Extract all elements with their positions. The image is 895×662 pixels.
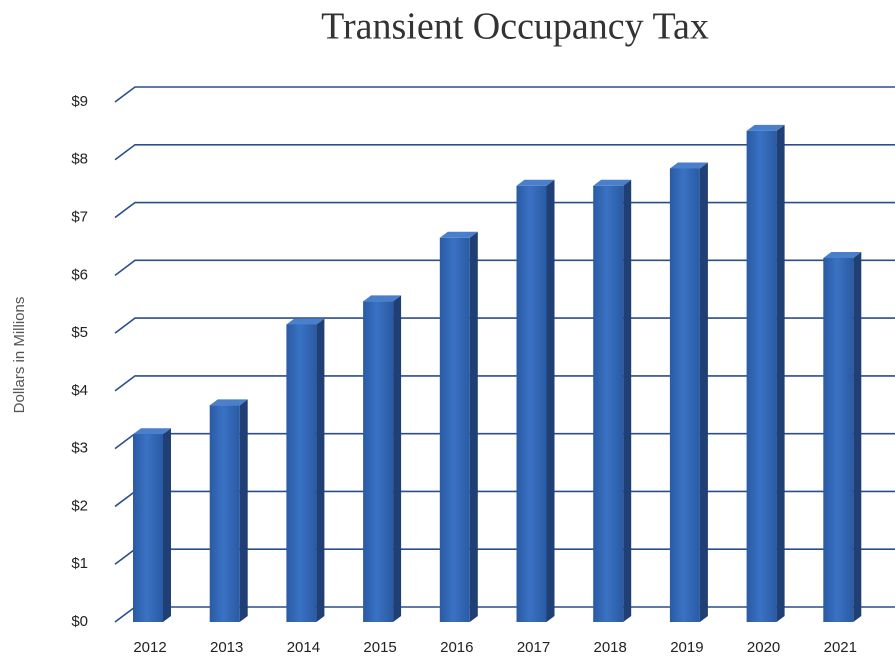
bar-side — [776, 124, 785, 622]
bar-top — [439, 231, 478, 238]
y-tick-label: $4 — [71, 382, 88, 399]
bar-side — [163, 428, 171, 622]
bar — [823, 252, 862, 622]
bar — [133, 428, 171, 622]
bar — [669, 162, 708, 622]
bar-front — [439, 237, 470, 622]
bar-side — [239, 399, 248, 622]
bar-front — [286, 324, 317, 622]
bar-side — [316, 318, 325, 622]
y-tick-label: $6 — [71, 266, 88, 283]
x-tick-label: 2019 — [670, 639, 703, 656]
bar-top — [133, 428, 171, 435]
bar-front — [363, 301, 394, 622]
grid-line — [114, 259, 895, 276]
y-tick-label: $7 — [71, 209, 88, 226]
bar-side — [469, 231, 478, 622]
y-tick-label: $3 — [71, 440, 88, 457]
bar-front — [133, 434, 163, 622]
bar-top — [286, 318, 325, 325]
bar — [363, 295, 402, 622]
x-tick-label: 2020 — [747, 639, 780, 656]
x-tick-label: 2014 — [287, 639, 320, 656]
bar-top — [593, 179, 632, 186]
y-tick-label: $1 — [71, 555, 88, 572]
x-tick-label: 2016 — [440, 639, 473, 656]
bar-front — [516, 185, 547, 622]
x-tick-label: 2012 — [133, 639, 166, 656]
bar — [516, 179, 555, 622]
grid-line — [114, 201, 895, 219]
grid-line — [114, 86, 895, 103]
bar-side — [393, 295, 402, 622]
bar-front — [593, 185, 624, 622]
y-tick-label: $9 — [71, 93, 88, 110]
x-tick-label: 2015 — [363, 639, 396, 656]
x-tick-label: 2021 — [824, 639, 857, 656]
bar-side — [699, 162, 708, 622]
y-tick-label: $5 — [71, 324, 88, 341]
y-tick-label: $0 — [71, 613, 88, 630]
bar-front — [746, 130, 777, 622]
bar-side — [623, 179, 632, 622]
x-tick-label: 2018 — [594, 639, 627, 656]
bar-top — [823, 252, 862, 258]
chart-title: Transient Occupancy Tax — [321, 6, 709, 48]
x-tick-label: 2017 — [517, 639, 550, 656]
bar-top — [746, 124, 785, 131]
y-tick-label: $2 — [71, 497, 88, 514]
grid-line — [114, 375, 895, 392]
y-tick-label: $8 — [71, 151, 88, 168]
bar — [286, 318, 325, 622]
bar-front — [209, 405, 240, 622]
bar-top — [669, 162, 708, 169]
bar-side — [853, 252, 862, 622]
bar-top — [363, 295, 402, 302]
bar-front — [669, 168, 700, 622]
bar — [439, 231, 478, 622]
bar — [746, 124, 785, 622]
grid-line — [114, 317, 895, 334]
bar-side — [546, 179, 555, 622]
y-axis-label: Dollars in Millions — [11, 297, 28, 414]
bar — [593, 179, 632, 622]
x-tick-label: 2013 — [210, 639, 243, 656]
bar-front — [823, 258, 854, 622]
bar-top — [209, 399, 248, 406]
bar — [209, 399, 248, 622]
bar-top — [516, 179, 555, 186]
grid-line — [114, 143, 895, 161]
